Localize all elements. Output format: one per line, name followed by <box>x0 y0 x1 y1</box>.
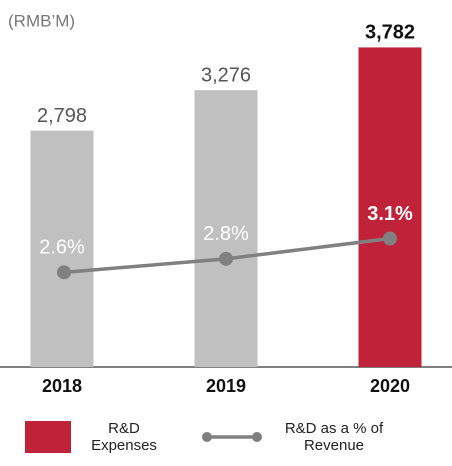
x-tick-label: 2020 <box>370 376 410 396</box>
bar-value-label: 3,276 <box>201 64 251 86</box>
bar-value-label: 2,798 <box>37 105 87 127</box>
legend-label: R&D as a % of Revenue <box>284 420 384 454</box>
line-marker <box>383 231 397 246</box>
unit-label: (RMB’M) <box>8 11 75 30</box>
legend-line-swatch <box>202 432 262 442</box>
line-marker <box>57 265 71 280</box>
legend-marker <box>202 432 212 442</box>
legend-swatch <box>25 421 71 453</box>
line-value-label: 3.1% <box>367 203 413 225</box>
legend-label: R&D Expenses <box>91 420 157 454</box>
x-tick-label: 2019 <box>206 376 246 396</box>
bar <box>30 130 94 367</box>
bar <box>358 47 422 368</box>
line-marker <box>219 251 233 266</box>
line-value-label: 2.8% <box>203 223 249 245</box>
legend-bar: R&D Expenses <box>25 420 167 454</box>
line-value-label: 2.6% <box>39 237 85 259</box>
legend-marker <box>252 432 262 442</box>
x-tick-label: 2018 <box>42 376 82 396</box>
bar <box>194 90 258 367</box>
bar-value-label: 3,782 <box>365 22 415 44</box>
legend-line: R&D as a % of Revenue <box>200 420 392 454</box>
